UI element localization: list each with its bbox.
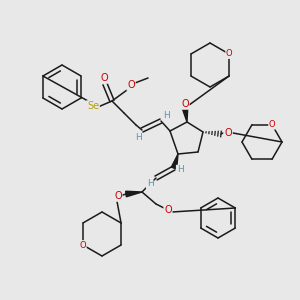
Text: O: O bbox=[224, 128, 232, 138]
Text: O: O bbox=[269, 120, 275, 129]
Text: H: H bbox=[135, 134, 141, 142]
Text: O: O bbox=[80, 241, 86, 250]
Text: H: H bbox=[177, 166, 183, 175]
Text: O: O bbox=[114, 191, 122, 201]
Text: O: O bbox=[164, 205, 172, 215]
Text: O: O bbox=[181, 99, 189, 109]
Polygon shape bbox=[126, 191, 142, 197]
Text: O: O bbox=[226, 50, 232, 58]
Text: H: H bbox=[147, 179, 153, 188]
Text: Se: Se bbox=[87, 101, 99, 111]
Polygon shape bbox=[171, 154, 178, 169]
Text: O: O bbox=[127, 80, 135, 90]
Text: H: H bbox=[163, 112, 170, 121]
Polygon shape bbox=[182, 108, 188, 122]
Text: O: O bbox=[100, 73, 108, 83]
